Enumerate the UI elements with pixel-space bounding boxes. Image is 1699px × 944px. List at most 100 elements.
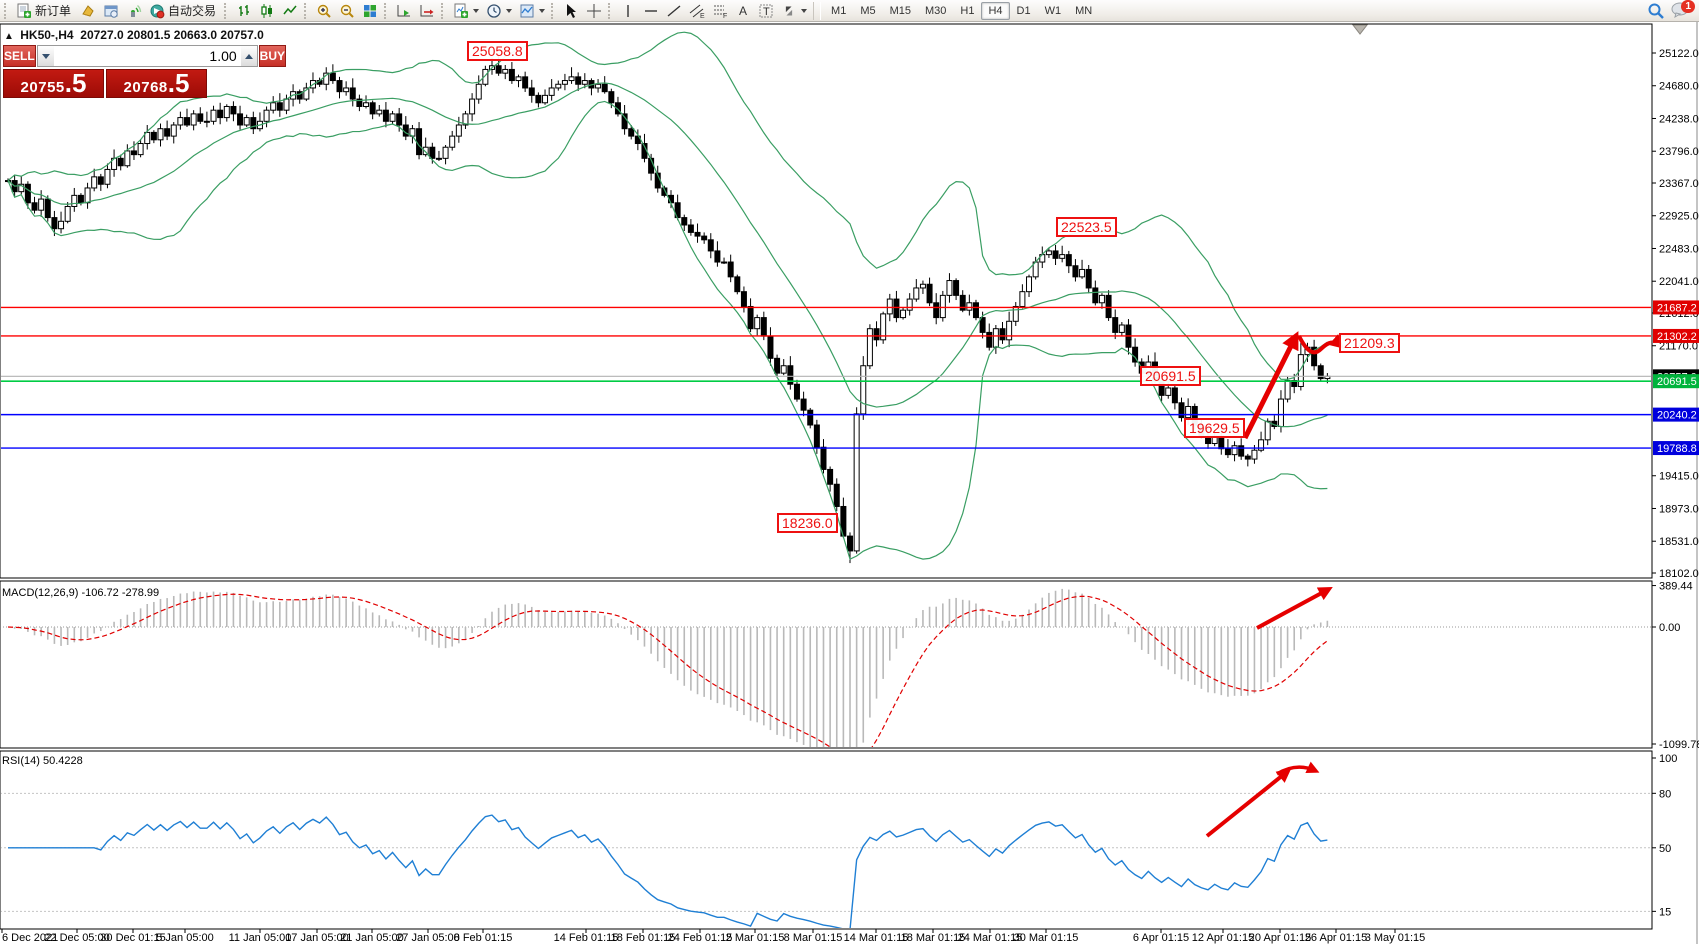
vertical-line-button[interactable] [617, 1, 639, 21]
svg-text:23367.0: 23367.0 [1659, 178, 1699, 190]
timeframe-w1[interactable]: W1 [1044, 4, 1062, 17]
price-annotation[interactable]: 22523.5 [1056, 217, 1117, 237]
candlestick-chart-icon [261, 3, 273, 18]
chart-canvas[interactable]: 25122.0 24680.0 24238.0 23796.0 23367.0 22925… [0, 22, 1699, 944]
svg-text:19788.8: 19788.8 [1657, 443, 1697, 455]
new-order-button[interactable]: 新订单 [13, 1, 76, 21]
market-watch-button[interactable] [100, 1, 122, 21]
channel-button[interactable]: E [686, 1, 708, 21]
svg-text:17 Jan 05:00: 17 Jan 05:00 [285, 932, 349, 944]
bar-chart-button[interactable] [233, 1, 255, 21]
tile-windows-button[interactable] [359, 1, 381, 21]
svg-text:30 Mar 01:15: 30 Mar 01:15 [1014, 932, 1079, 944]
rsi-pane [1, 792, 1651, 928]
svg-text:21687.2: 21687.2 [1657, 302, 1697, 314]
timeframe-h4[interactable]: H4 [981, 1, 1010, 20]
auto-trading-button[interactable]: 自动交易 [146, 1, 221, 21]
toolbar-separator [813, 1, 822, 20]
svg-text:20 Apr 01:15: 20 Apr 01:15 [1249, 932, 1311, 944]
arrows-button[interactable] [778, 1, 810, 21]
svg-text:23796.0: 23796.0 [1659, 146, 1699, 158]
spinner-up-icon [244, 53, 253, 59]
timeframe-mn[interactable]: MN [1075, 4, 1093, 17]
svg-text:26 Apr 01:15: 26 Apr 01:15 [1305, 932, 1367, 944]
horizontal-line-icon [645, 9, 658, 12]
svg-text:6 Apr 01:15: 6 Apr 01:15 [1133, 932, 1189, 944]
svg-text:20240.2: 20240.2 [1657, 410, 1697, 422]
periods-button[interactable] [483, 1, 515, 21]
price-annotation[interactable]: 25058.8 [467, 41, 528, 61]
price-annotation[interactable]: 19629.5 [1184, 418, 1245, 438]
clock-icon [487, 3, 501, 18]
svg-text:A: A [739, 4, 747, 18]
svg-text:3 May 01:15: 3 May 01:15 [1365, 932, 1426, 944]
horizontal-line-button[interactable] [640, 1, 662, 21]
vertical-line-icon [627, 4, 629, 17]
volume-input[interactable] [53, 46, 241, 66]
templates-button[interactable] [516, 1, 548, 21]
signal-button[interactable] [123, 1, 145, 21]
svg-text:2 Mar 01:15: 2 Mar 01:15 [726, 932, 785, 944]
profile-button[interactable] [77, 1, 99, 21]
timeframe-m15[interactable]: M15 [889, 4, 911, 17]
bar-chart-icon [239, 4, 250, 16]
channel-icon: E [689, 4, 705, 19]
svg-text:22041.0: 22041.0 [1659, 276, 1699, 288]
text-button[interactable]: A [732, 1, 754, 21]
price-annotation[interactable]: 20691.5 [1140, 366, 1201, 386]
buy-button[interactable]: BUY [258, 45, 287, 67]
auto-scroll-button[interactable] [393, 1, 415, 21]
candlestick-chart-button[interactable] [256, 1, 278, 21]
zoom-in-button[interactable] [313, 1, 335, 21]
indicators-button[interactable] [450, 1, 482, 21]
drawn-arrows-layer [1205, 331, 1345, 838]
profile-icon [82, 4, 94, 17]
svg-text:0.00: 0.00 [1659, 622, 1680, 634]
dropdown-caret-icon [473, 8, 480, 13]
crosshair-button[interactable] [583, 1, 605, 21]
search-icon[interactable] [1647, 2, 1665, 20]
text-label-button[interactable]: T [755, 1, 777, 21]
svg-text:18531.0: 18531.0 [1659, 536, 1699, 548]
svg-text:18 Feb 01:15: 18 Feb 01:15 [611, 932, 676, 944]
sell-button[interactable]: SELL [3, 45, 36, 67]
zoom-in-icon [317, 4, 331, 18]
zoom-out-button[interactable] [336, 1, 358, 21]
svg-text:21170.0: 21170.0 [1659, 341, 1698, 353]
cursor-button[interactable] [560, 1, 582, 21]
volume-increase-button[interactable] [240, 46, 257, 66]
crosshair-icon [587, 3, 602, 18]
ohlc-values: 20727.0 20801.5 20663.0 20757.0 [80, 28, 264, 42]
price-annotation[interactable]: 18236.0 [777, 513, 838, 533]
timeframe-m30[interactable]: M30 [925, 4, 947, 17]
timeframe-h1[interactable]: H1 [960, 4, 975, 17]
toolbar-grip [551, 2, 557, 19]
trendline-button[interactable] [663, 1, 685, 21]
line-chart-button[interactable] [279, 1, 301, 21]
fibonacci-button[interactable]: F [709, 1, 731, 21]
price-main: 20755 [20, 79, 65, 96]
timeframe-m1[interactable]: M1 [831, 4, 847, 17]
toolbar-grip [384, 2, 390, 19]
timeframe-m5[interactable]: M5 [860, 4, 876, 17]
svg-text:389.44: 389.44 [1659, 581, 1693, 593]
market-watch-icon [104, 5, 118, 18]
symbol-arrow-icon: ▲ [4, 31, 14, 42]
svg-text:27 Jan 05:00: 27 Jan 05:00 [396, 932, 460, 944]
arrows-icon [785, 5, 793, 16]
buy-price-display[interactable]: 20768.5 [106, 69, 207, 98]
chart-window[interactable]: ▲ HK50-,H4 20727.0 20801.5 20663.0 20757… [0, 22, 1699, 944]
chart-shift-button[interactable] [416, 1, 438, 21]
svg-text:5 Jan 05:00: 5 Jan 05:00 [156, 932, 214, 944]
svg-text:-1099.78: -1099.78 [1659, 739, 1699, 751]
svg-text:18102.0: 18102.0 [1659, 568, 1699, 580]
volume-decrease-button[interactable] [37, 46, 54, 66]
sell-price-display[interactable]: 20755.5 [3, 69, 104, 98]
svg-text:30 Dec 01:15: 30 Dec 01:15 [100, 932, 165, 944]
new-order-icon [17, 3, 31, 18]
price-annotation[interactable]: 21209.3 [1339, 333, 1400, 353]
fibonacci-icon: F [714, 5, 727, 19]
notifications-button[interactable]: 1 [1671, 0, 1695, 20]
svg-text:18973.0: 18973.0 [1659, 503, 1699, 515]
timeframe-d1[interactable]: D1 [1016, 4, 1031, 17]
